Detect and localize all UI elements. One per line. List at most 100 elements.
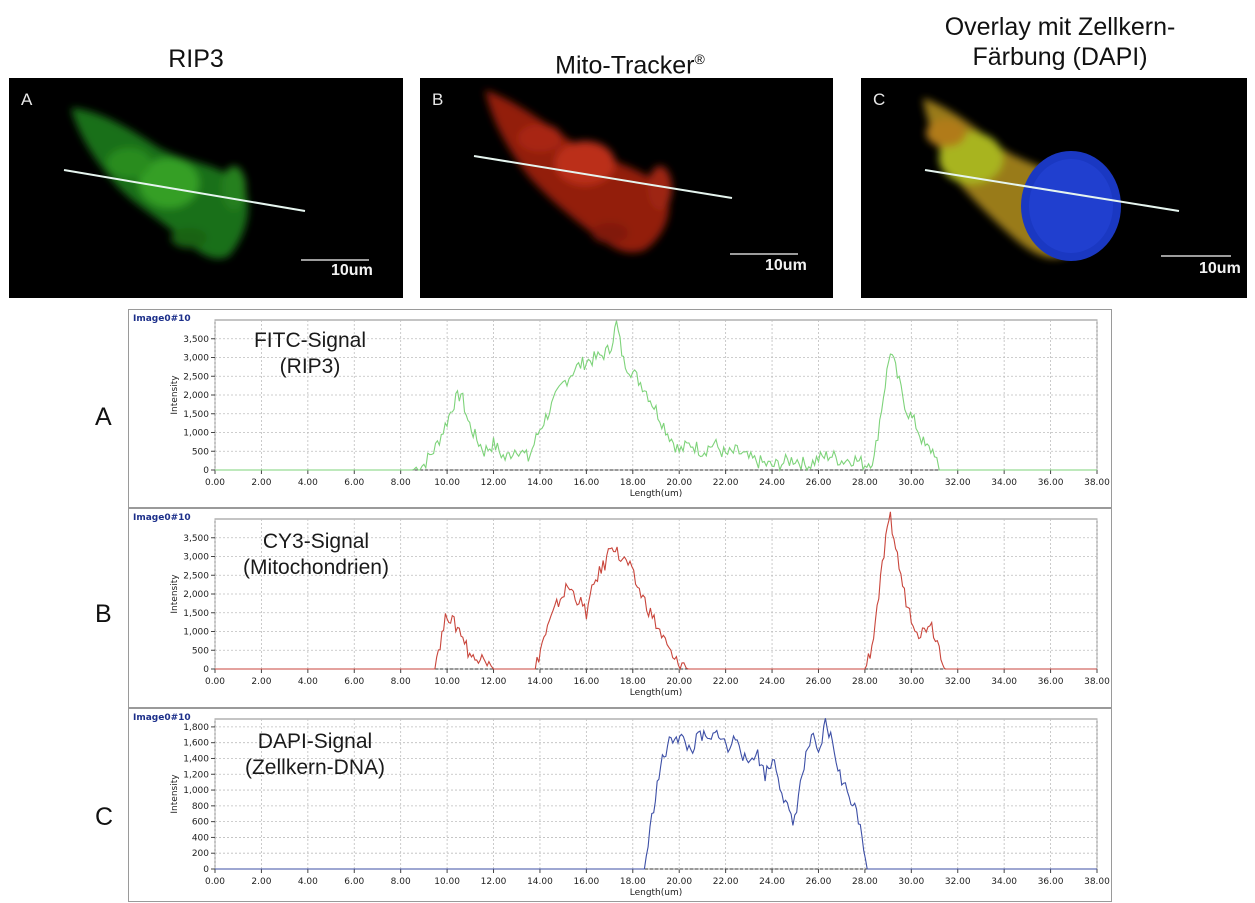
x-tick-label: 4.00 xyxy=(298,677,318,687)
image-tag-a: Image0#10 xyxy=(133,314,191,324)
x-tick-label: 28.00 xyxy=(852,877,878,887)
image-title-b: Mito-Tracker® xyxy=(515,44,745,80)
x-tick-label: 26.00 xyxy=(806,478,832,488)
x-tick-label: 8.00 xyxy=(391,877,411,887)
y-axis-label: Intensity xyxy=(170,574,180,614)
signal-label-dapi-line1: DAPI-Signal xyxy=(257,730,373,753)
y-tick-label: 0 xyxy=(203,665,209,675)
chart-panel-fitc: 0.00 2.00 4.00 6.00 8.00 10.00 12.00 14.00 16.00… xyxy=(128,309,1112,508)
x-tick-label: 0.00 xyxy=(205,478,225,488)
x-tick-label: 36.00 xyxy=(1038,677,1064,687)
x-tick-label: 34.00 xyxy=(991,877,1017,887)
image-tag-c: Image0#10 xyxy=(133,713,191,723)
x-tick-label: 26.00 xyxy=(806,677,832,687)
chart-panel-dapi: 0.00 2.00 4.00 6.00 8.00 10.00 12.00 14.00 16.00… xyxy=(128,708,1112,902)
y-tick-label: 500 xyxy=(192,447,209,457)
image-tag-b: Image0#10 xyxy=(133,513,191,523)
y-tick-label: 1,200 xyxy=(183,770,209,780)
image-title-c-line1: Overlay mit Zellkern- xyxy=(944,13,1176,41)
y-tick-label: 1,500 xyxy=(183,410,209,420)
x-tick-label: 0.00 xyxy=(205,877,225,887)
micrograph-rip3-art xyxy=(63,108,369,261)
micrograph-letter-a: A xyxy=(21,90,33,109)
chart-letter-a: A xyxy=(95,403,112,431)
micrograph-mitotracker: B 10um xyxy=(420,78,833,298)
x-tick-label: 6.00 xyxy=(344,677,364,687)
signal-label-cy3: CY3-Signal (Mitochondrien) xyxy=(211,529,421,581)
x-tick-label: 2.00 xyxy=(251,478,271,488)
y-tick-label: 1,800 xyxy=(183,723,209,733)
x-tick-label: 16.00 xyxy=(573,877,599,887)
x-tick-label: 6.00 xyxy=(344,877,364,887)
y-tick-label: 1,000 xyxy=(183,786,209,796)
y-tick-label: 2,000 xyxy=(183,391,209,401)
x-tick-label: 32.00 xyxy=(945,877,971,887)
x-tick-label: 18.00 xyxy=(620,877,646,887)
micrograph-rip3: A 10um xyxy=(9,78,403,298)
micrograph-letter-b: B xyxy=(432,90,444,109)
signal-label-dapi-line2: (Zellkern-DNA) xyxy=(244,756,385,779)
x-tick-label: 18.00 xyxy=(620,478,646,488)
micrograph-letter-c: C xyxy=(873,90,886,109)
x-tick-label: 12.00 xyxy=(481,877,507,887)
image-title-a-text: RIP3 xyxy=(168,45,224,73)
image-title-c-line2: Färbung (DAPI) xyxy=(972,43,1148,71)
x-tick-label: 20.00 xyxy=(666,677,692,687)
x-tick-label: 22.00 xyxy=(713,478,739,488)
x-tick-label: 24.00 xyxy=(759,478,785,488)
chart-dapi-svg: 0.00 2.00 4.00 6.00 8.00 10.00 12.00 14.00 16.00… xyxy=(170,718,1110,898)
x-tick-label: 30.00 xyxy=(898,877,924,887)
chart-cy3-svg: 0.00 2.00 4.00 6.00 8.00 10.00 12.00 14.00 16.00… xyxy=(170,511,1110,698)
signal-label-cy3-line1: CY3-Signal xyxy=(262,530,370,553)
x-tick-label: 24.00 xyxy=(759,677,785,687)
y-tick-label: 3,000 xyxy=(183,354,209,364)
y-tick-label: 3,500 xyxy=(183,335,209,345)
scalebar-label-a: 10um xyxy=(331,262,373,279)
x-tick-label: 6.00 xyxy=(344,478,364,488)
y-tick-label: 0 xyxy=(203,466,209,476)
y-tick-label: 2,000 xyxy=(183,590,209,600)
x-tick-label: 38.00 xyxy=(1084,877,1110,887)
y-tick-label: 200 xyxy=(192,849,209,859)
y-tick-label: 0 xyxy=(203,865,209,875)
x-tick-label: 22.00 xyxy=(713,677,739,687)
x-tick-label: 30.00 xyxy=(898,677,924,687)
y-tick-label: 1,000 xyxy=(183,429,209,439)
micrograph-overlay-art xyxy=(923,98,1231,261)
chart-fitc-svg: 0.00 2.00 4.00 6.00 8.00 10.00 12.00 14.00 16.00… xyxy=(170,319,1110,499)
x-tick-label: 14.00 xyxy=(527,677,553,687)
micrograph-overlay: C 10um xyxy=(861,78,1247,298)
x-tick-label: 10.00 xyxy=(434,677,460,687)
x-tick-label: 12.00 xyxy=(481,677,507,687)
y-tick-label: 400 xyxy=(192,833,209,843)
x-tick-label: 14.00 xyxy=(527,877,553,887)
signal-label-fitc-line2: (RIP3) xyxy=(279,355,341,378)
y-tick-label: 2,500 xyxy=(183,571,209,581)
chart-letter-c: C xyxy=(95,803,114,831)
x-tick-label: 30.00 xyxy=(898,478,924,488)
x-tick-label: 22.00 xyxy=(713,877,739,887)
y-tick-label: 2,500 xyxy=(183,372,209,382)
image-title-c: Overlay mit Zellkern- Färbung (DAPI) xyxy=(900,12,1220,72)
y-tick-label: 1,000 xyxy=(183,628,209,638)
x-tick-label: 8.00 xyxy=(391,677,411,687)
x-axis-label: Length(um) xyxy=(630,688,683,698)
y-tick-label: 1,400 xyxy=(183,754,209,764)
y-axis-label: Intensity xyxy=(170,774,180,814)
x-tick-label: 2.00 xyxy=(251,877,271,887)
x-tick-label: 20.00 xyxy=(666,478,692,488)
x-tick-label: 18.00 xyxy=(620,677,646,687)
x-tick-label: 8.00 xyxy=(391,478,411,488)
series-line xyxy=(215,718,1097,870)
chart-letter-b: B xyxy=(95,600,112,628)
x-tick-label: 20.00 xyxy=(666,877,692,887)
x-tick-label: 28.00 xyxy=(852,677,878,687)
x-tick-label: 38.00 xyxy=(1084,677,1110,687)
series-line xyxy=(215,320,1097,472)
scalebar-label-c: 10um xyxy=(1199,260,1241,277)
y-axis-label: Intensity xyxy=(170,375,180,415)
image-title-a: RIP3 xyxy=(96,44,296,74)
x-tick-label: 26.00 xyxy=(806,877,832,887)
x-tick-label: 36.00 xyxy=(1038,478,1064,488)
signal-label-fitc-line1: FITC-Signal xyxy=(253,329,367,352)
